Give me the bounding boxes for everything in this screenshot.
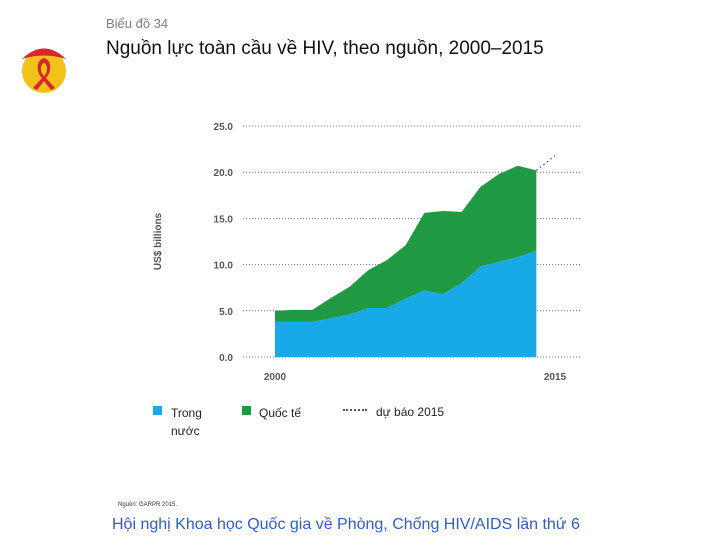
y-tick-label: 25.0	[214, 122, 234, 133]
source-note: Nguồn: GARPR 2015.	[118, 502, 178, 508]
legend-projection-dots	[343, 409, 367, 411]
data-areas	[275, 155, 556, 357]
logo-hat	[22, 48, 66, 59]
y-tick-label: 20.0	[214, 168, 234, 179]
domestic-area	[275, 250, 537, 357]
logo-ribbon	[33, 58, 55, 90]
y-tick-label: 15.0	[214, 214, 234, 225]
projection-line	[535, 155, 556, 171]
y-axis-label: US$ billions	[153, 212, 164, 270]
y-tick-label: 0.0	[219, 353, 233, 364]
y-tick-label: 10.0	[214, 261, 234, 272]
hiv-ribbon-logo-icon	[22, 48, 66, 93]
hiv-resources-chart: 0.0 5.0 10.0 15.0 20.0 25.0 2000 2015 US$ billi…	[153, 122, 581, 383]
legend-projection-label: dự báo 2015	[376, 405, 445, 419]
x-tick-label: 2015	[544, 372, 567, 383]
conference-footer: Hội nghị Khoa học Quốc gia về Phòng, Chố…	[112, 516, 580, 533]
chart-caption: Biểu đồ 34	[106, 16, 169, 31]
page-title: Nguồn lực toàn cầu về HIV, theo nguồn, 2…	[106, 38, 544, 59]
logo-circle	[22, 49, 66, 93]
axis-ticks: 0.0 5.0 10.0 15.0 20.0 25.0 2000 2015	[214, 122, 567, 383]
y-tick-label: 5.0	[219, 307, 233, 318]
international-area	[275, 165, 537, 322]
legend-international-label: Quốc tế	[259, 406, 302, 420]
legend-domestic-swatch	[153, 406, 162, 415]
x-tick-label: 2000	[264, 372, 287, 383]
legend-international-swatch	[242, 406, 251, 415]
legend-domestic-label: Trong nước	[171, 406, 202, 438]
